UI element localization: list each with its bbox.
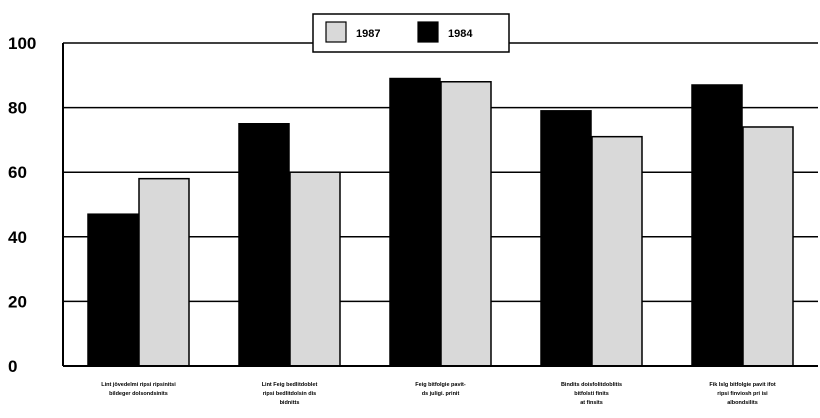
- legend: 1987 1984: [312, 13, 510, 53]
- y-tick-label: 80: [8, 99, 27, 118]
- y-tick-label: 20: [8, 292, 27, 311]
- legend-swatch-1984: [417, 21, 439, 43]
- x-category-label: Bindits doisfolitdoblitis bitfolsti finit…: [561, 382, 622, 406]
- bars: [87, 77, 794, 367]
- bar-1984-4: [540, 110, 592, 367]
- y-tick-label: 40: [8, 228, 27, 247]
- y-tick-label: 0: [8, 357, 17, 376]
- x-category-label: Fik Islg bitfolgie pavit ifot ripsi finvi…: [709, 382, 775, 406]
- x-category-label: Lint Feig bedlitdoblet ripsi bedlitdolsin…: [262, 382, 318, 406]
- legend-swatch-1987: [325, 21, 347, 43]
- y-axis-ticks: 0 20 40 60 80 100: [8, 34, 36, 376]
- bar-1984-1: [87, 213, 139, 367]
- legend-label-1987: 1987: [356, 28, 380, 40]
- x-category-label: Lint jövedelmi ripsi ripsinitsi bildeger …: [101, 382, 176, 397]
- y-tick-label: 60: [8, 163, 27, 182]
- bar-1984-3: [389, 77, 441, 367]
- bar-1987-3: [440, 81, 492, 367]
- bar-1984-5: [691, 84, 743, 367]
- bar-1987-1: [138, 177, 190, 367]
- bar-1987-5: [742, 126, 794, 367]
- axes: [62, 43, 818, 367]
- bar-1984-2: [238, 123, 290, 367]
- y-tick-label: 100: [8, 34, 36, 53]
- x-category-label: Feig bitfolgie pavit-ds juligi. prinit: [415, 382, 466, 397]
- legend-box: [312, 13, 510, 53]
- bar-1987-4: [591, 135, 643, 367]
- legend-label-1984: 1984: [448, 28, 473, 40]
- category-labels: Lint jövedelmi ripsi ripsinitsi bildeger …: [101, 382, 776, 406]
- bar-1987-2: [289, 171, 341, 367]
